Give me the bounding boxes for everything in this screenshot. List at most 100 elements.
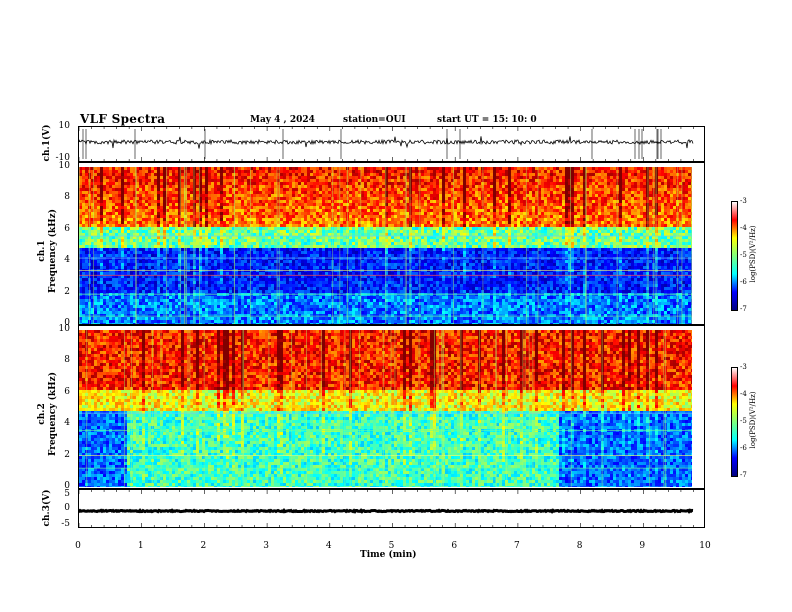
spectrogram-cell [334,287,337,290]
spectrogram-cell [244,254,247,257]
spectrogram-cell [184,242,187,245]
spectrogram-cell [259,320,262,323]
spectrogram-cell [160,323,163,324]
spectrogram-cell [142,188,145,191]
spectrogram-cell [103,188,106,191]
spectrogram-cell [238,236,241,239]
spectrogram-cell [166,323,169,324]
spectrogram-cell [112,194,115,197]
spectrogram-cell [235,323,238,324]
spectrogram-cell [340,245,343,248]
spectrogram-cell [193,248,196,251]
spectrogram-cell [223,188,226,191]
spectrogram-cell [262,272,265,275]
spectrogram-cell [247,248,250,251]
spectrogram-cell [334,302,337,305]
spectrogram-cell [274,191,277,194]
spectrogram-cell [289,281,292,284]
spectrogram-cell [337,302,340,305]
spectrogram-cell [121,245,124,248]
spectrogram-cell [139,284,142,287]
spectrogram-cell [196,233,199,236]
spectrogram-cell [91,254,94,257]
spectrogram-cell [235,173,238,176]
spectrogram-cell [142,248,145,251]
spectrogram-cell [244,263,247,266]
spectrogram-cell [139,305,142,308]
spectrogram-cell [148,173,151,176]
spectrogram-cell [166,212,169,215]
spectrogram-cell [85,230,88,233]
spectrogram-cell [109,281,112,284]
spectrogram-cell [124,191,127,194]
spectrogram-cell [172,185,175,188]
spectrogram-cell [166,287,169,290]
spectrogram-cell [136,305,139,308]
spectrogram-cell [85,176,88,179]
spectrogram-cell [169,260,172,263]
spectrogram-cell [286,299,289,302]
spectrogram-cell [283,251,286,254]
spectrogram-cell [172,173,175,176]
spectrogram-cell [151,167,154,170]
spectrogram-cell [289,317,292,320]
spectrogram-cell [226,218,229,221]
spectrogram-cell [220,305,223,308]
spectrogram-cell [289,248,292,251]
spectrogram-cell [229,296,232,299]
spectrogram-cell [250,317,253,320]
spectrogram-cell [280,320,283,323]
spectrogram-cell [112,221,115,224]
spectrogram-cell [235,179,238,182]
spectrogram-cell [253,290,256,293]
spectrogram-cell [133,233,136,236]
spectrogram-cell [196,173,199,176]
spectrogram-cell [103,224,106,227]
spectrogram-cell [124,299,127,302]
spectrogram-cell [277,221,280,224]
spectrogram-cell [334,209,337,212]
spectrogram-cell [292,248,295,251]
spectrogram-cell [268,200,271,203]
spectrogram-cell [205,191,208,194]
spectrogram-cell [130,212,133,215]
spectrogram-cell [235,194,238,197]
spectrogram-cell [142,191,145,194]
spectrogram-cell [169,245,172,248]
spectrogram-cell [160,203,163,206]
spectrogram-cell [241,251,244,254]
spectrogram-cell [139,197,142,200]
spectrogram-cell [145,299,148,302]
spectrogram-cell [124,242,127,245]
spectrogram-cell [271,245,274,248]
spectrogram-cell [337,308,340,311]
spectrogram-cell [160,170,163,173]
spectrogram-cell [202,242,205,245]
spectrogram-cell [220,272,223,275]
spectrogram-cell [118,248,121,251]
spectrogram-cell [277,260,280,263]
spectrogram-cell [178,182,181,185]
spectrogram-cell [79,254,82,257]
spectrogram-cell [160,287,163,290]
spectrogram-cell [286,278,289,281]
spectrogram-cell [229,224,232,227]
spectrogram-cell [82,179,85,182]
spectrogram-cell [145,224,148,227]
spectrogram-cell [250,167,253,170]
spectrogram-cell [247,170,250,173]
spectrogram-cell [250,299,253,302]
spectrogram-cell [94,191,97,194]
spectrogram-cell [235,236,238,239]
spectrogram-cell [310,176,313,179]
spectrogram-cell [238,302,241,305]
spectrogram-cell [259,242,262,245]
spectrogram-cell [256,317,259,320]
spectrogram-cell [85,317,88,320]
spectrogram-cell [280,314,283,317]
spectrogram-cell [199,209,202,212]
spectrogram-cell [91,200,94,203]
spectrogram-cell [325,314,328,317]
spectrogram-cell [118,185,121,188]
spectrogram-cell [154,194,157,197]
